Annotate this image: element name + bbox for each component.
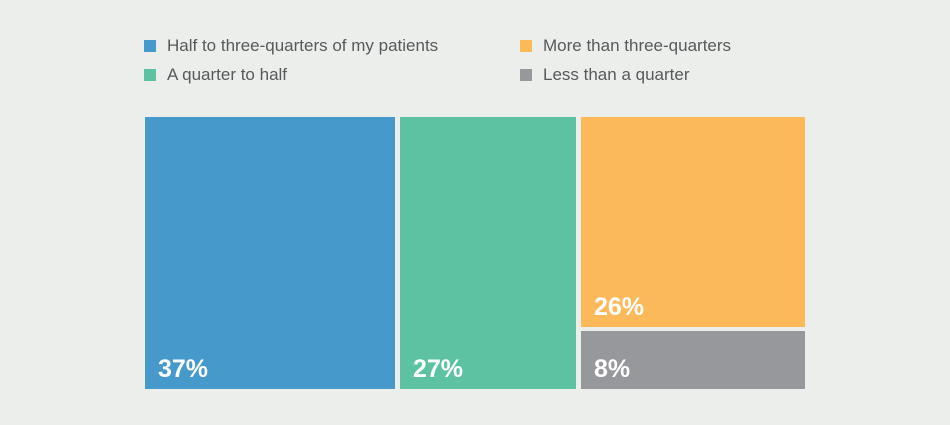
segment-half-to-three-quarters: 37%	[145, 117, 395, 389]
legend-swatch-orange	[520, 40, 532, 52]
legend-item-quarter-to-half: A quarter to half	[144, 66, 287, 84]
legend-item-half-to-three-quarters: Half to three-quarters of my patients	[144, 37, 438, 55]
legend-label: More than three-quarters	[543, 36, 732, 55]
legend-swatch-green	[144, 69, 156, 81]
legend-item-more-than-three-quarters: More than three-quarters	[520, 37, 731, 55]
legend-label: Half to three-quarters of my patients	[167, 36, 439, 55]
legend-label: Less than a quarter	[543, 65, 690, 84]
segment-value-label: 8%	[594, 355, 631, 383]
segment-less-than-quarter: 8%	[581, 331, 805, 389]
segment-value-label: 37%	[158, 355, 209, 383]
legend-swatch-gray	[520, 69, 532, 81]
legend-label: A quarter to half	[167, 65, 288, 84]
segment-quarter-to-half: 27%	[400, 117, 576, 389]
segment-value-label: 26%	[594, 293, 645, 321]
legend-item-less-than-quarter: Less than a quarter	[520, 66, 689, 84]
legend-swatch-blue	[144, 40, 156, 52]
segment-value-label: 27%	[413, 355, 464, 383]
segment-more-than-three-quarters: 26%	[581, 117, 805, 327]
